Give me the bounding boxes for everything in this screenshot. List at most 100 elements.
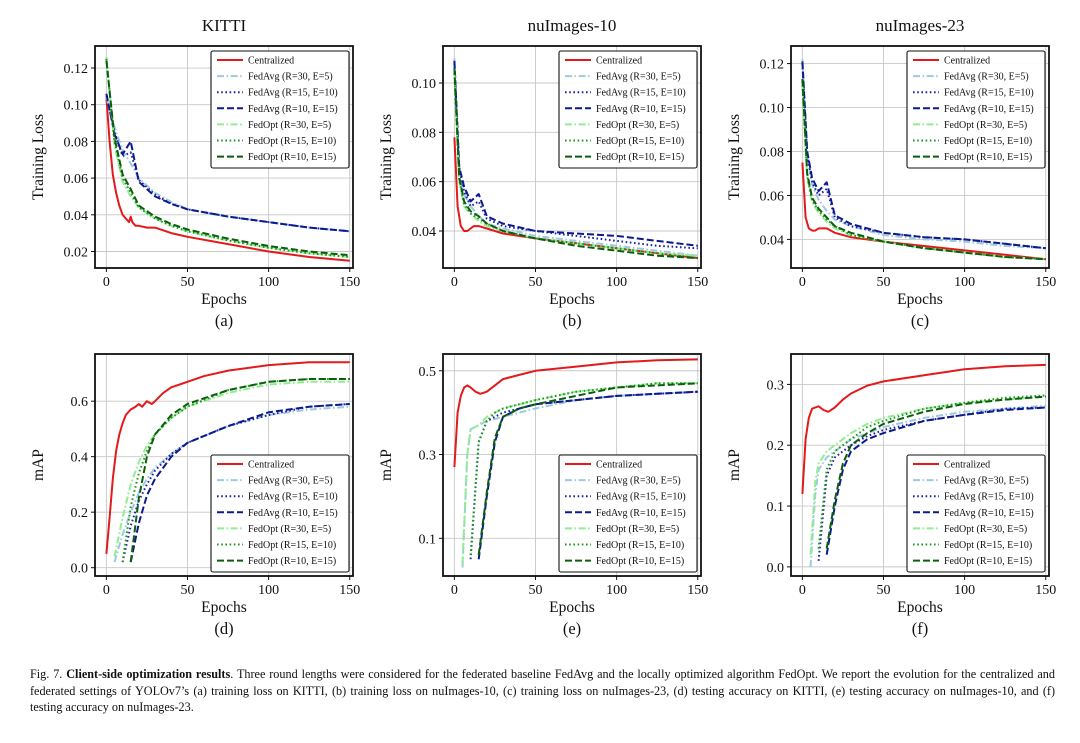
series-line [801,78,1046,261]
legend-entry: FedAvg (R=10, E=15) [248,508,338,519]
chart-e: 0 50 100 150 0.1 0.3 0.5 Epochs mAP (e) Centralize… [378,353,708,638]
x-tick-label: 0 [451,275,458,290]
series-line [809,404,1046,567]
series-line [453,358,698,468]
y-tick-label: 0.06 [412,176,437,191]
series-group [105,56,350,262]
legend-box [906,454,1046,573]
series-line [453,70,698,257]
y-tick-label: 0.12 [64,62,89,77]
series-line [825,395,1046,549]
series-line [453,60,698,247]
y-tick-label: 0.1 [419,532,437,547]
y-tick-label: 0.4 [71,451,89,466]
legend-entry: FedAvg (R=30, E=5) [944,72,1029,83]
panel-label: (f) [912,619,928,638]
x-tick-label: 50 [180,275,194,290]
legend: Centralized FedAvg (R=30, E=5) FedAvg (R=1… [558,50,698,169]
legend: Centralized FedAvg (R=30, E=5) FedAvg (R=1… [210,50,350,169]
legend-entry: FedOpt (R=30, E=5) [248,524,331,535]
x-tick-label: 150 [339,583,360,598]
legend-entry: FedOpt (R=15, E=10) [944,540,1032,551]
legend-entry: Centralized [596,56,642,67]
legend-entry: FedAvg (R=15, E=10) [944,492,1034,503]
legend-box [558,50,698,169]
series-group [801,59,1046,261]
x-tick-label: 0 [799,275,806,290]
chart-f: 0 50 100 150 0.0 0.1 0.2 0.3 Epochs mAP (f) Central… [726,353,1056,638]
series-line [825,406,1046,555]
legend-entry: Centralized [944,56,990,67]
legend-entry: FedOpt (R=30, E=5) [596,524,679,535]
series-group [453,58,698,260]
y-tick-label: 0.3 [419,449,437,464]
x-tick-label: 100 [606,275,627,290]
y-axis-label: Training Loss [378,114,395,200]
x-axis-label: Epochs [201,599,247,616]
y-axis-label: mAP [726,449,743,481]
x-axis-label: Epochs [897,291,943,308]
y-tick-label: 0.6 [71,395,89,410]
series-line [105,60,350,257]
x-tick-label: 50 [528,275,542,290]
series-line [129,403,350,563]
x-tick-label: 150 [687,583,708,598]
y-tick-label: 0.2 [71,506,89,521]
caption-bold-title: Client-side optimization results [66,667,231,681]
legend-entry: FedAvg (R=10, E=15) [944,104,1034,115]
x-axis-label: Epochs [549,291,595,308]
y-tick-label: 0.10 [64,99,89,114]
y-tick-label: 0.1 [767,500,785,515]
legend-entry: FedAvg (R=30, E=5) [596,72,681,83]
legend-entry: FedAvg (R=10, E=15) [944,508,1034,519]
legend-entry: FedOpt (R=15, E=10) [596,540,684,551]
legend-entry: FedAvg (R=10, E=15) [596,104,686,115]
legend: Centralized FedAvg (R=30, E=5) FedAvg (R=1… [906,454,1046,573]
legend-entry: FedOpt (R=10, E=15) [596,152,684,163]
legend-box [210,50,350,169]
legend-entry: Centralized [944,460,990,471]
y-axis-label: mAP [378,449,395,481]
legend-entry: FedOpt (R=15, E=10) [248,540,336,551]
panel-label: (b) [562,311,581,330]
panel-label: (d) [214,619,233,638]
legend-entry: FedOpt (R=10, E=15) [596,556,684,567]
x-axis-label: Epochs [201,291,247,308]
legend: Centralized FedAvg (R=30, E=5) FedAvg (R=1… [906,50,1046,169]
x-tick-label: 0 [451,583,458,598]
legend-entry: FedAvg (R=15, E=10) [596,88,686,99]
x-tick-label: 50 [180,583,194,598]
chart-title: nuImages-23 [876,16,965,35]
panel-label: (a) [215,311,233,330]
plot-frame [94,353,354,577]
legend-entry: FedAvg (R=15, E=10) [248,492,338,503]
legend-entry: FedAvg (R=15, E=10) [596,492,686,503]
chart-d: 0 50 100 150 0.0 0.2 0.4 0.6 Epochs mAP (d) Central… [30,353,360,638]
x-tick-label: 50 [876,583,890,598]
legend-entry: FedOpt (R=10, E=15) [944,556,1032,567]
y-tick-label: 0.2 [767,439,785,454]
x-tick-label: 100 [606,583,627,598]
plot-frame [790,45,1050,269]
plot-frame [790,353,1050,577]
series-line [121,403,350,563]
series-line [477,382,698,556]
legend-entry: FedOpt (R=10, E=15) [248,152,336,163]
legend-entry: FedAvg (R=10, E=15) [248,104,338,115]
x-tick-label: 0 [799,583,806,598]
y-axis-label: mAP [30,449,47,481]
legend-entry: FedAvg (R=30, E=5) [944,476,1029,487]
legend: Centralized FedAvg (R=30, E=5) FedAvg (R=1… [558,454,698,573]
y-axis-label: Training Loss [726,114,743,200]
series-line [801,162,1046,261]
legend-entry: FedAvg (R=15, E=10) [248,88,338,99]
series-line [801,61,1046,250]
legend-entry: FedAvg (R=30, E=5) [248,476,333,487]
panel-label: (e) [563,619,581,638]
y-tick-label: 0.06 [64,172,89,187]
y-tick-label: 0.02 [64,245,89,260]
y-tick-label: 0.12 [760,58,785,73]
y-tick-label: 0.04 [412,225,437,240]
series-line [105,93,350,233]
figure-canvas: 0 50 100 1500.020.040.060.080.100.12KITTIEp… [30,16,1056,638]
